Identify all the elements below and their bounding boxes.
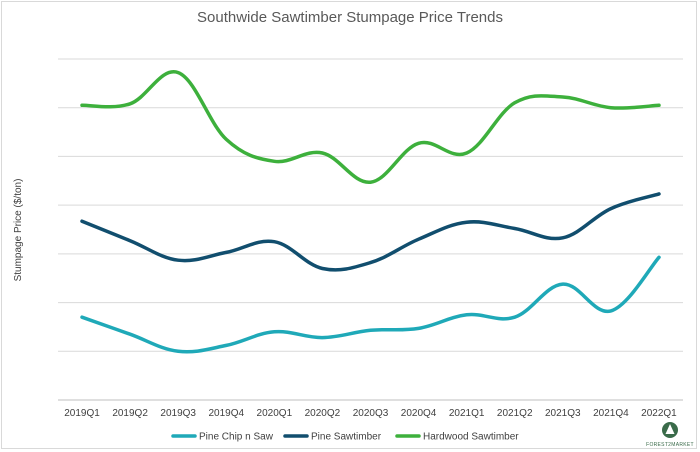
chart-title: Southwide Sawtimber Stumpage Price Trend… <box>197 9 503 26</box>
logo-tree-icon <box>665 424 675 434</box>
series-line-hardwood-sawtimber <box>80 70 661 184</box>
series-line-pine-chip-n-saw <box>80 255 661 354</box>
x-tick-label: 2019Q4 <box>208 408 244 419</box>
series-lines <box>80 70 661 354</box>
forest2market-logo: FOREST2MARKET <box>646 422 694 448</box>
gridlines <box>58 58 683 401</box>
y-axis-title: Stumpage Price ($/ton) <box>13 179 24 282</box>
x-tick-label: 2020Q1 <box>257 408 293 419</box>
x-tick-label: 2019Q1 <box>64 408 100 419</box>
x-tick-label: 2021Q3 <box>545 408 581 419</box>
x-tick-label: 2019Q2 <box>112 408 148 419</box>
series-line-pine-sawtimber <box>80 192 661 272</box>
logo-text: FOREST2MARKET <box>646 442 694 448</box>
legend-label-pine-sawtimber: Pine Sawtimber <box>311 432 382 443</box>
legend: Pine Chip n Saw Pine Sawtimber Hardwood Sa… <box>171 432 519 443</box>
x-tick-label: 2020Q3 <box>353 408 389 419</box>
legend-label-hardwood-sawtimber: Hardwood Sawtimber <box>423 432 519 443</box>
x-tick-label: 2020Q2 <box>305 408 341 419</box>
x-tick-label: 2022Q1 <box>641 408 677 419</box>
x-tick-label: 2020Q4 <box>401 408 437 419</box>
x-tick-label: 2019Q3 <box>160 408 196 419</box>
x-tick-labels: 2019Q1 2019Q2 2019Q3 2019Q4 2020Q1 2020Q2 2020… <box>64 408 677 419</box>
x-tick-label: 2021Q4 <box>593 408 629 419</box>
x-tick-label: 2021Q2 <box>497 408 533 419</box>
legend-label-pine-chip-n-saw: Pine Chip n Saw <box>199 432 274 443</box>
x-tick-label: 2021Q1 <box>449 408 485 419</box>
